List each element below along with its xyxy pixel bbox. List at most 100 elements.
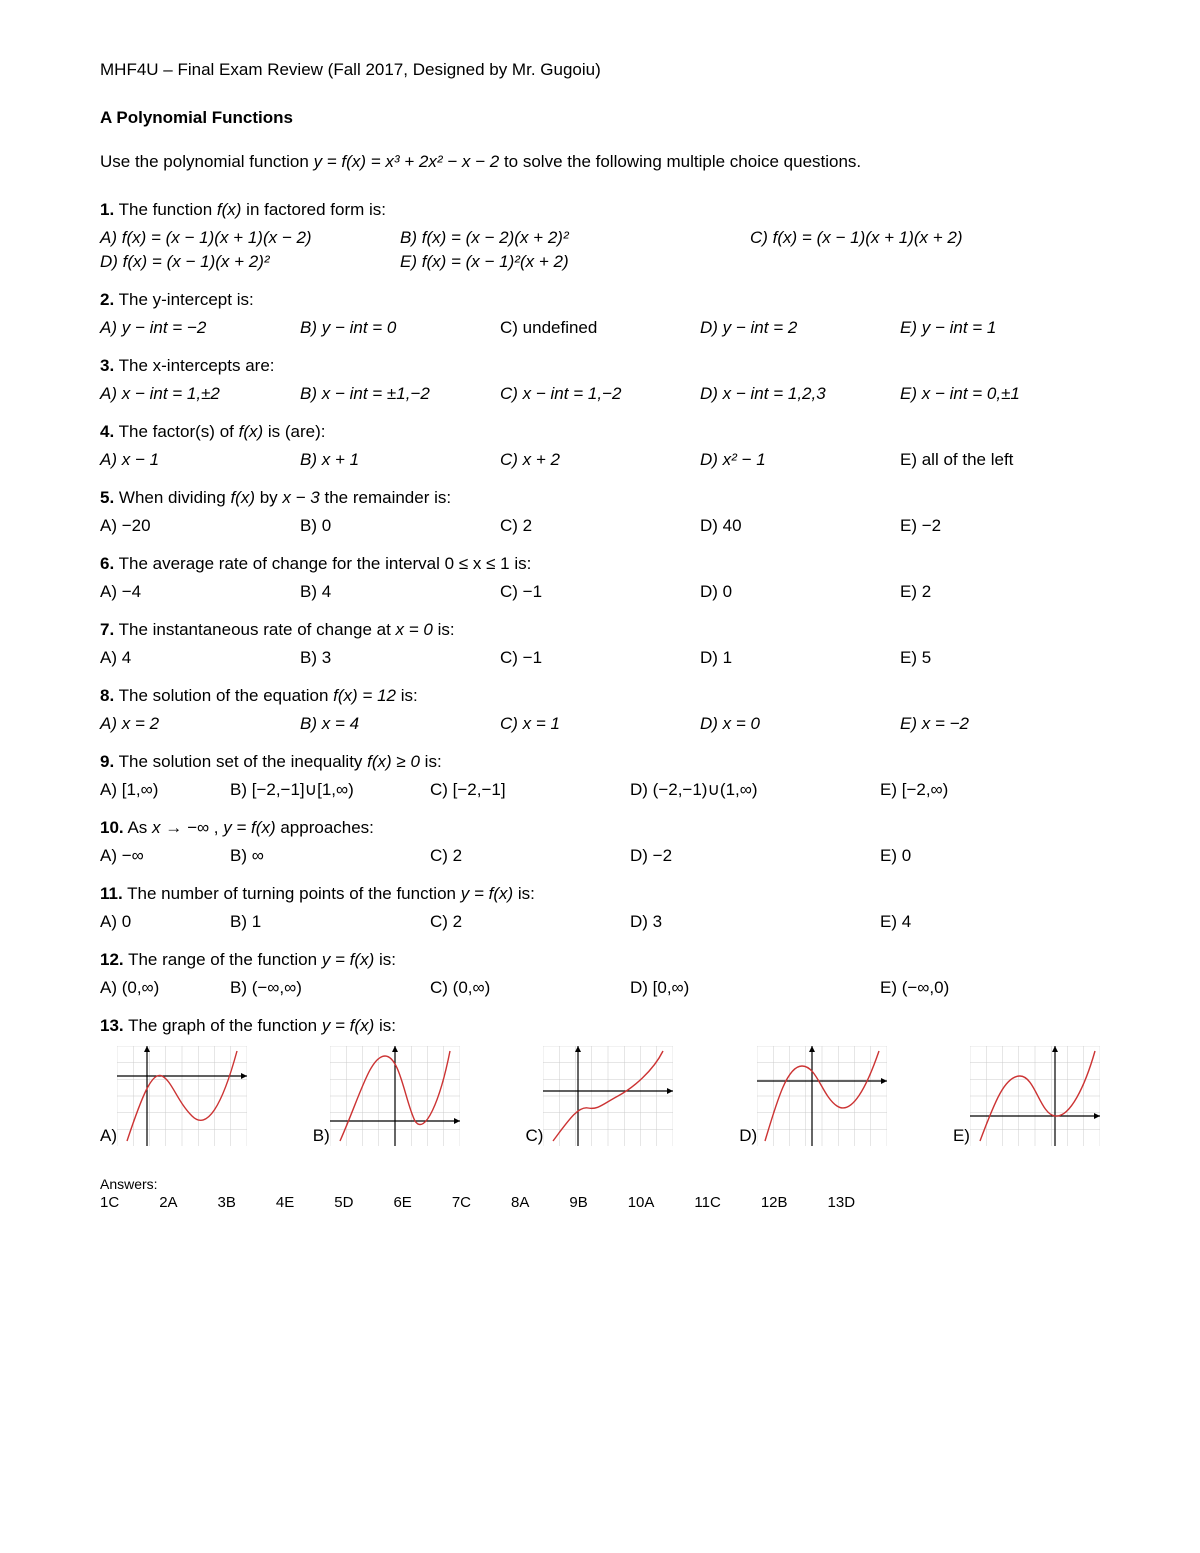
graph-c: C) [526, 1046, 674, 1146]
q1-text-c: in factored form is: [246, 200, 386, 219]
q9-options: A) [1,∞) B) [−2,−1]∪[1,∞) C) [−2,−1] D) … [100, 780, 1100, 800]
q10-opt-e: E) 0 [880, 846, 1080, 866]
graph-c-icon [543, 1046, 673, 1146]
q11-text-b: y = f(x) [461, 884, 513, 903]
q11-text-c: is: [518, 884, 535, 903]
q12-opt-a: A) (0,∞) [100, 978, 230, 998]
q2-opt-c: C) undefined [500, 318, 700, 338]
graph-d: D) [739, 1046, 887, 1146]
q4-opt-a: A) x − 1 [100, 450, 300, 470]
q9-opt-c: C) [−2,−1] [430, 780, 630, 800]
q4-opt-c: C) x + 2 [500, 450, 700, 470]
graph-e-label: E) [953, 1126, 970, 1146]
answer-item: 13D [828, 1194, 856, 1211]
q7-opt-d: D) 1 [700, 648, 900, 668]
q1-options-line2: D) f(x) = (x − 1)(x + 2)² E) f(x) = (x −… [100, 252, 1100, 272]
q3-opt-c: C) x − int = 1,−2 [500, 384, 700, 404]
graph-b-label: B) [313, 1126, 330, 1146]
question-6: 6. The average rate of change for the in… [100, 554, 1100, 574]
q4-text-a: The factor(s) of [119, 422, 239, 441]
q11-options: A) 0 B) 1 C) 2 D) 3 E) 4 [100, 912, 1100, 932]
q9-opt-a: A) [1,∞) [100, 780, 230, 800]
answer-item: 4E [276, 1194, 294, 1211]
q12-options: A) (0,∞) B) (−∞,∞) C) (0,∞) D) [0,∞) E) … [100, 978, 1100, 998]
q5-opt-d: D) 40 [700, 516, 900, 536]
question-3: 3. The x-intercepts are: [100, 356, 1100, 376]
q10-text-e: approaches: [280, 818, 374, 837]
q10-opt-b: B) ∞ [230, 846, 430, 866]
question-1: 1. The function f(x) in factored form is… [100, 200, 1100, 220]
q11-opt-c: C) 2 [430, 912, 630, 932]
q7-opt-e: E) 5 [900, 648, 1100, 668]
q5-text-c: by [260, 488, 283, 507]
q3-opt-d: D) x − int = 1,2,3 [700, 384, 900, 404]
intro-suffix: to solve the following multiple choice q… [504, 152, 861, 171]
q10-opt-a: A) −∞ [100, 846, 230, 866]
q4-opt-e: E) all of the left [900, 450, 1100, 470]
q1-opt-e: E) f(x) = (x − 1)²(x + 2) [400, 252, 750, 272]
q9-text-a: The solution set of the inequality [119, 752, 368, 771]
q12-opt-d: D) [0,∞) [630, 978, 880, 998]
q6-opt-a: A) −4 [100, 582, 300, 602]
q10-opt-d: D) −2 [630, 846, 880, 866]
q2-text: The y-intercept is: [119, 290, 254, 309]
page-header: MHF4U – Final Exam Review (Fall 2017, De… [100, 60, 1100, 80]
q11-opt-b: B) 1 [230, 912, 430, 932]
q11-num: 11. [100, 884, 123, 903]
q8-opt-b: B) x = 4 [300, 714, 500, 734]
q1-opt-b: B) f(x) = (x − 2)(x + 2)² [400, 228, 750, 248]
q7-text-b: x = 0 [396, 620, 433, 639]
q5-text-a: When dividing [119, 488, 231, 507]
q9-text-b: f(x) ≥ 0 [367, 752, 420, 771]
answer-item: 3B [218, 1194, 236, 1211]
q8-text-c: is: [401, 686, 418, 705]
q2-options: A) y − int = −2 B) y − int = 0 C) undefi… [100, 318, 1100, 338]
q8-text-b: f(x) = 12 [333, 686, 396, 705]
q1-opt-d: D) f(x) = (x − 1)(x + 2)² [100, 252, 400, 272]
q1-options-line1: A) f(x) = (x − 1)(x + 1)(x − 2) B) f(x) … [100, 228, 1100, 248]
q12-text-b: y = f(x) [322, 950, 374, 969]
graph-d-label: D) [739, 1126, 757, 1146]
q7-num: 7. [100, 620, 114, 639]
q6-options: A) −4 B) 4 C) −1 D) 0 E) 2 [100, 582, 1100, 602]
q10-text-d: y = f(x) [223, 818, 275, 837]
q5-opt-e: E) −2 [900, 516, 1100, 536]
q7-options: A) 4 B) 3 C) −1 D) 1 E) 5 [100, 648, 1100, 668]
q9-opt-e: E) [−2,∞) [880, 780, 1080, 800]
q5-opt-b: B) 0 [300, 516, 500, 536]
q8-opt-e: E) x = −2 [900, 714, 1100, 734]
q3-opt-e: E) x − int = 0,±1 [900, 384, 1100, 404]
q4-text-c: is (are): [268, 422, 326, 441]
q6-opt-d: D) 0 [700, 582, 900, 602]
q13-text-a: The graph of the function [128, 1016, 322, 1035]
q12-num: 12. [100, 950, 124, 969]
answer-item: 12B [761, 1194, 788, 1211]
intro-text: Use the polynomial function y = f(x) = x… [100, 152, 1100, 172]
q11-opt-a: A) 0 [100, 912, 230, 932]
q2-opt-a: A) y − int = −2 [100, 318, 300, 338]
q13-text-b: y = f(x) [322, 1016, 374, 1035]
q8-num: 8. [100, 686, 114, 705]
q2-opt-b: B) y − int = 0 [300, 318, 500, 338]
q10-text-a: As [127, 818, 152, 837]
q3-options: A) x − int = 1,±2 B) x − int = ±1,−2 C) … [100, 384, 1100, 404]
q3-opt-b: B) x − int = ±1,−2 [300, 384, 500, 404]
q12-opt-c: C) (0,∞) [430, 978, 630, 998]
q3-opt-a: A) x − int = 1,±2 [100, 384, 300, 404]
intro-prefix: Use the polynomial function [100, 152, 314, 171]
q3-text: The x-intercepts are: [119, 356, 275, 375]
q12-text-a: The range of the function [128, 950, 322, 969]
q9-text-c: is: [425, 752, 442, 771]
question-13: 13. The graph of the function y = f(x) i… [100, 1016, 1100, 1036]
q5-text-d: x − 3 [282, 488, 319, 507]
q7-text-c: is: [438, 620, 455, 639]
q7-opt-c: C) −1 [500, 648, 700, 668]
q8-opt-c: C) x = 1 [500, 714, 700, 734]
question-5: 5. When dividing f(x) by x − 3 the remai… [100, 488, 1100, 508]
q1-opt-a: A) f(x) = (x − 1)(x + 1)(x − 2) [100, 228, 400, 248]
graph-e-icon [970, 1046, 1100, 1146]
answer-item: 7C [452, 1194, 471, 1211]
question-2: 2. The y-intercept is: [100, 290, 1100, 310]
q9-opt-d: D) (−2,−1)∪(1,∞) [630, 780, 880, 800]
q11-opt-d: D) 3 [630, 912, 880, 932]
